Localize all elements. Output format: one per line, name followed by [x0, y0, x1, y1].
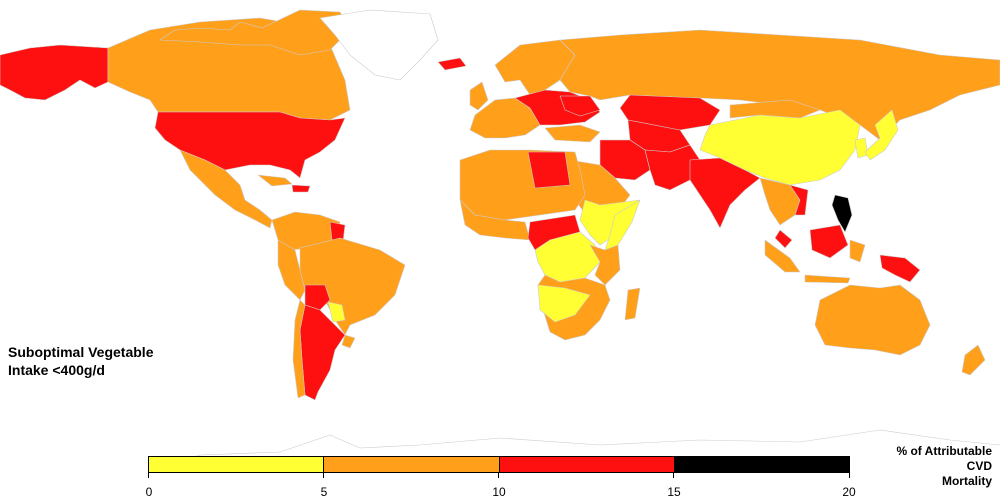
region-libya	[527, 151, 571, 189]
region-malaysia	[774, 229, 793, 249]
region-ukraine	[559, 95, 601, 117]
color-legend-bar	[148, 456, 850, 473]
region-mexico	[179, 149, 273, 229]
legend-title: % of Attributable CVD Mortality	[896, 444, 992, 488]
region-alaska	[0, 44, 109, 101]
region-caribbean	[257, 174, 293, 187]
region-scandinavia	[494, 39, 576, 96]
legend-tick	[323, 473, 324, 478]
region-western-europe	[469, 97, 541, 139]
region-peru	[277, 239, 306, 301]
legend-tick-label-20: 20	[842, 485, 856, 499]
region-korea	[854, 137, 869, 159]
legend-tick	[673, 473, 674, 478]
region-philippines	[831, 194, 853, 233]
region-turkey	[544, 124, 601, 143]
legend-swatch-15-20	[673, 457, 849, 472]
legend-swatch-10-15	[498, 457, 674, 472]
region-china	[699, 109, 861, 186]
region-iceland	[437, 57, 467, 71]
region-angola-zambia	[537, 284, 591, 323]
legend-tick-label-10: 10	[492, 485, 506, 499]
region-vietnam	[789, 184, 809, 216]
region-uruguay	[341, 334, 356, 349]
region-hispaniola	[291, 184, 311, 193]
region-central-africa	[534, 231, 601, 283]
legend-swatch-0-5	[149, 457, 324, 472]
legend-tick	[148, 473, 149, 478]
region-australia	[814, 284, 931, 356]
region-sumatra	[764, 239, 801, 273]
region-paraguay	[327, 301, 346, 323]
legend-tick	[498, 473, 499, 478]
region-antarctica	[149, 429, 1000, 471]
region-sulawesi	[849, 239, 866, 263]
region-greenland	[319, 9, 439, 81]
region-new-zealand	[961, 344, 986, 376]
region-bolivia	[304, 284, 331, 311]
legend-tick-label-15: 15	[667, 485, 681, 499]
region-borneo	[809, 224, 849, 259]
region-java	[804, 274, 851, 284]
legend-tick-label-0: 0	[145, 485, 153, 499]
region-madagascar	[624, 287, 641, 321]
region-uk	[469, 81, 489, 111]
region-east-africa	[589, 244, 621, 286]
legend-tick	[849, 473, 850, 478]
legend-tick-label-5: 5	[320, 485, 328, 499]
region-canada-islands	[159, 9, 351, 56]
legend-swatch-5-10	[323, 457, 499, 472]
region-mongolia	[729, 99, 821, 119]
region-se-asia	[759, 177, 801, 226]
region-papua-new-guinea	[879, 254, 921, 283]
region-usa	[154, 111, 346, 179]
region-chile	[292, 299, 306, 399]
map-title: Suboptimal Vegetable Intake <400g/d	[8, 344, 154, 378]
region-japan	[864, 109, 899, 161]
